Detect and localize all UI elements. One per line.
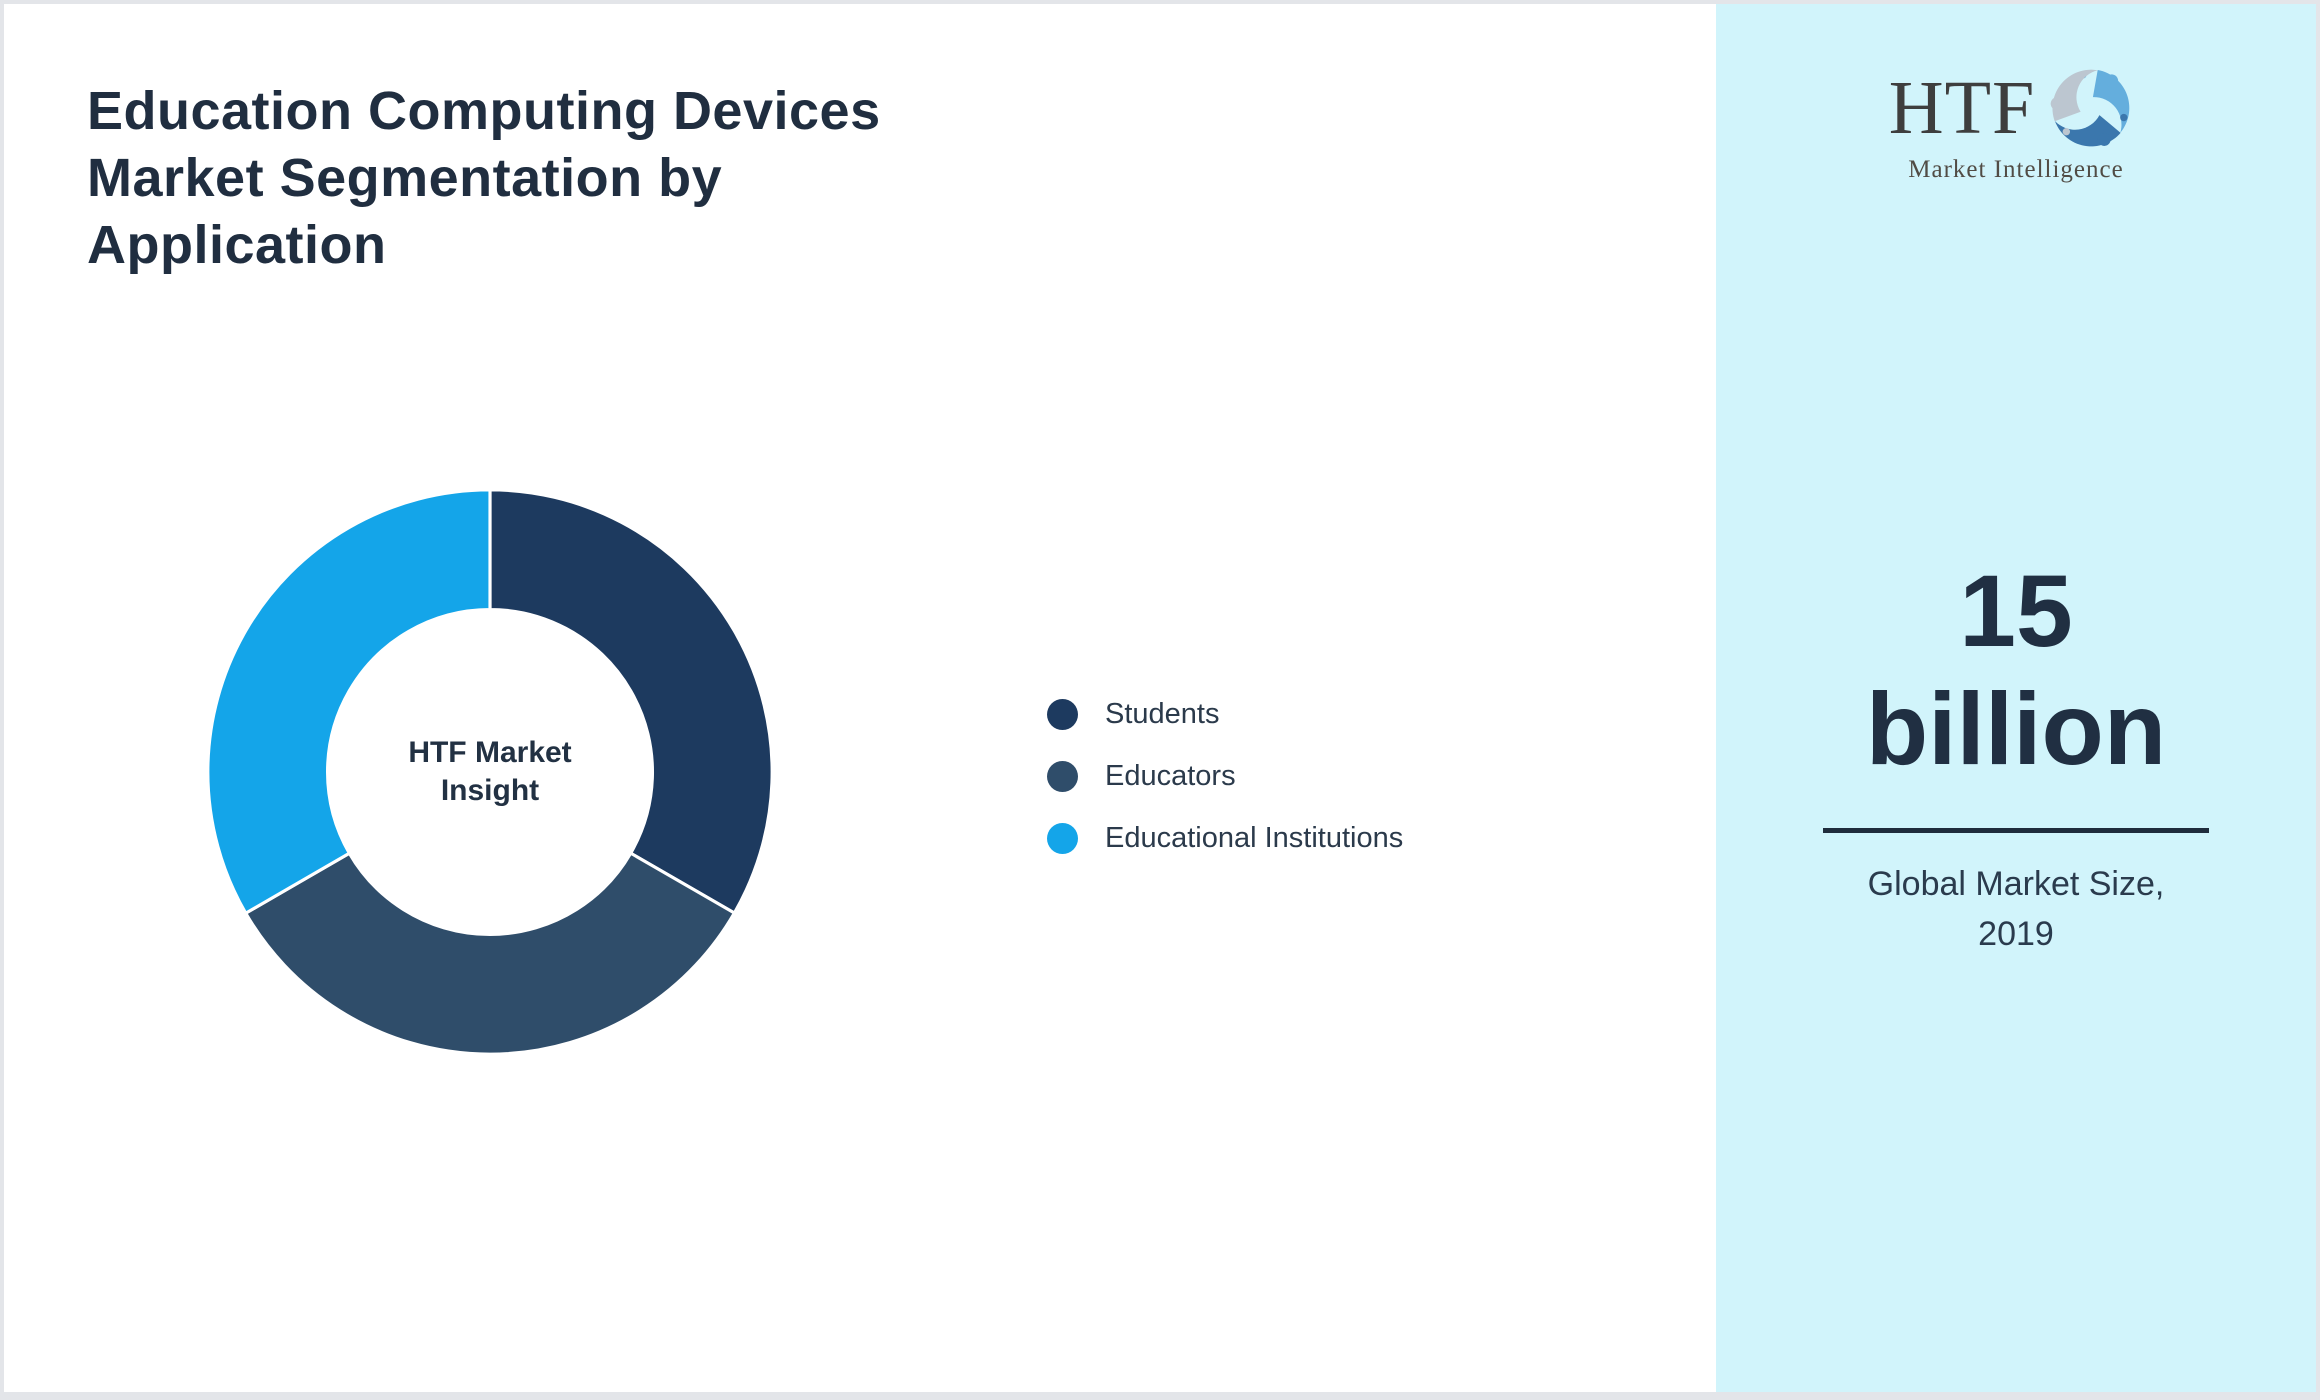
- divider-line: [1823, 828, 2209, 833]
- page: Education Computing Devices Market Segme…: [4, 4, 2316, 1392]
- logo-subtext: Market Intelligence: [1908, 156, 2124, 183]
- sidebar: HTF: [1716, 4, 2316, 1392]
- logo-text: HTF: [1888, 66, 2036, 150]
- chart-legend: Students Educators Educational Instituti…: [1047, 698, 1403, 884]
- legend-item-students: Students: [1047, 698, 1403, 730]
- donut-slice-educational-institutions: [206, 488, 492, 916]
- page-title-line-3: Application: [87, 215, 387, 276]
- legend-swatch-students-icon: [1047, 698, 1078, 730]
- legend-swatch-educators-icon: [1047, 760, 1078, 792]
- page-title: Education Computing Devices Market Segme…: [87, 78, 1047, 279]
- htf-logo: HTF: [1716, 62, 2316, 184]
- market-size-caption: Global Market Size, 2019: [1716, 860, 2316, 960]
- legend-item-educators: Educators: [1047, 760, 1403, 792]
- legend-label-educational-institutions: Educational Institutions: [1105, 821, 1404, 854]
- legend-label-educators: Educators: [1105, 759, 1236, 792]
- market-size-caption-line-2: 2019: [1978, 914, 2054, 953]
- legend-swatch-educational-institutions-icon: [1047, 822, 1078, 854]
- market-size-caption-line-1: Global Market Size,: [1867, 865, 2165, 903]
- market-size-value-line-1: 15: [1959, 554, 2073, 668]
- legend-item-educational-institutions: Educational Institutions: [1047, 822, 1403, 854]
- donut-svg: [206, 488, 774, 1056]
- htf-dolphins-icon: [2050, 69, 2130, 147]
- dolphin-steelblue-icon: [2055, 113, 2128, 147]
- legend-label-students: Students: [1105, 697, 1220, 730]
- page-title-line-1: Education Computing Devices: [87, 81, 881, 142]
- donut-chart: HTF Market Insight: [205, 487, 775, 1057]
- dolphin-gray-icon: [2050, 69, 2099, 136]
- htf-logo-row: HTF: [1889, 62, 2144, 154]
- market-size-value: 15 billion: [1716, 552, 2316, 789]
- page-title-line-2: Market Segmentation by: [87, 148, 723, 209]
- market-size-value-line-2: billion: [1865, 672, 2167, 787]
- donut-slice-students: [488, 488, 774, 916]
- donut-slice-educators: [243, 851, 737, 1056]
